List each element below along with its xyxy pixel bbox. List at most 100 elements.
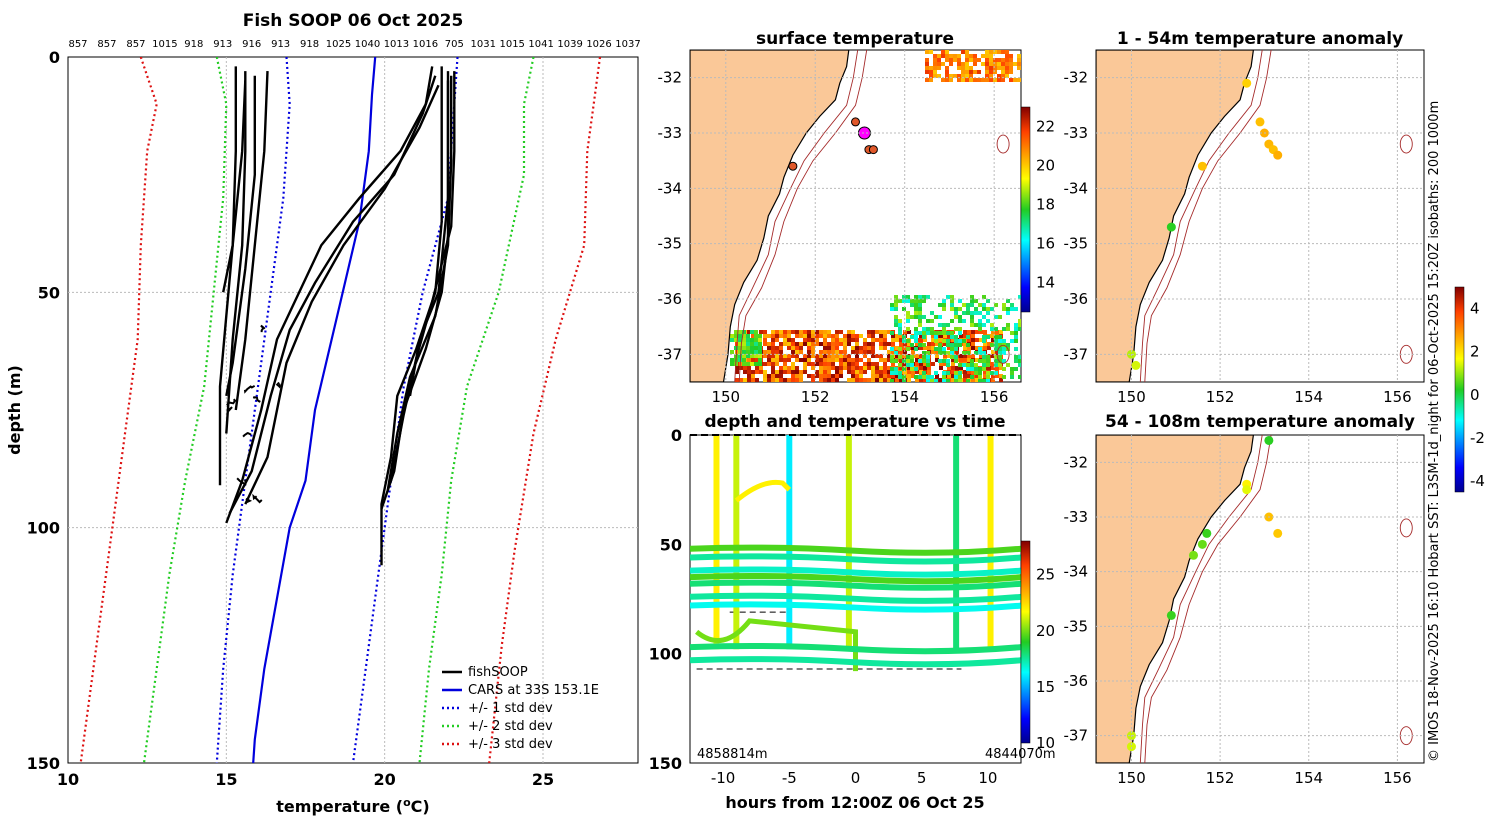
sst-cell <box>1001 74 1005 78</box>
sst-cell <box>763 362 767 366</box>
surface-land <box>690 50 850 382</box>
surface-isobath-200m <box>734 50 859 382</box>
sst-cell <box>931 334 935 338</box>
profile-xlabel: temperature (oC) <box>276 796 429 816</box>
sst-cell <box>946 343 950 347</box>
sst-cell <box>819 334 823 338</box>
sst-cell <box>990 343 994 347</box>
sst-cell <box>970 359 974 363</box>
sst-cell <box>799 358 803 362</box>
sst-cell <box>969 78 973 82</box>
sst-cell <box>987 366 991 370</box>
sst-cell <box>989 58 993 62</box>
sst-cell <box>823 342 827 346</box>
sst-cell <box>950 347 954 351</box>
sst-cell <box>1017 78 1021 82</box>
profile-xtick: 10 <box>57 770 79 789</box>
sst-cell <box>937 62 941 66</box>
map-ytick: -34 <box>1064 179 1089 197</box>
sst-cell <box>847 358 851 362</box>
sst-cell <box>823 330 827 334</box>
sst-cell <box>898 375 902 379</box>
depthtime-colorbar-tick: 25 <box>1036 566 1055 584</box>
sst-cell <box>975 338 979 342</box>
profile-fishsoop-line <box>244 84 440 505</box>
sst-cell <box>945 50 949 54</box>
sst-cell <box>973 78 977 82</box>
sst-cell <box>847 370 851 374</box>
sst-cell <box>934 339 938 343</box>
profile-top-label: 705 <box>445 39 464 50</box>
sst-cell <box>758 346 762 350</box>
sst-cell <box>902 359 906 363</box>
sst-cell <box>883 342 887 346</box>
sst-cell <box>918 311 922 315</box>
sst-cell <box>957 62 961 66</box>
anomaly-colorbar-ticks: -4 -2 0 2 4 <box>1470 300 1485 491</box>
sst-cell <box>783 354 787 358</box>
sst-cell <box>966 303 970 307</box>
sst-cell <box>945 78 949 82</box>
profile-ylabel: depth (m) <box>5 365 24 455</box>
sst-cell <box>851 338 855 342</box>
sst-cell <box>973 58 977 62</box>
surface-marker <box>788 161 798 171</box>
sst-cell <box>903 346 907 350</box>
sst-cell <box>946 295 950 299</box>
profile-top-label: 916 <box>242 39 261 50</box>
sst-cell <box>959 354 963 358</box>
sst-cell <box>843 366 847 370</box>
profile-fishsoop-line <box>228 75 437 515</box>
sst-cell <box>895 374 899 378</box>
sst-cell <box>906 359 910 363</box>
sst-cell <box>1014 359 1018 363</box>
sst-cell <box>935 354 939 358</box>
sst-cell <box>807 358 811 362</box>
sst-cell <box>949 78 953 82</box>
sst-cell <box>971 334 975 338</box>
sst-cell <box>934 315 938 319</box>
sst-cell <box>970 323 974 327</box>
depthtime-horizontal-track <box>690 592 1021 604</box>
sst-cell <box>851 346 855 350</box>
depthtime-ytick: 0 <box>671 426 682 445</box>
depthtime-colorbar <box>1020 540 1031 744</box>
anom-upper-isobath-200m <box>1139 50 1263 382</box>
sst-cell <box>957 54 961 58</box>
sst-cell <box>914 375 918 379</box>
sst-cell <box>929 78 933 82</box>
sst-cell <box>946 359 950 363</box>
map-ytick: -33 <box>1064 124 1089 142</box>
sst-cell <box>910 355 914 359</box>
sst-cell <box>982 323 986 327</box>
sst-cell <box>979 330 983 334</box>
profile-fishsoop-line <box>386 75 453 491</box>
sst-cell <box>931 338 935 342</box>
sst-cell <box>902 339 906 343</box>
sst-cell <box>994 339 998 343</box>
sst-cell <box>863 362 867 366</box>
sst-cell <box>947 354 951 358</box>
sst-cell <box>906 299 910 303</box>
sst-cell <box>942 323 946 327</box>
sst-cell <box>742 342 746 346</box>
sst-cell <box>775 374 779 378</box>
sst-cell <box>969 70 973 74</box>
anomaly-point <box>1273 528 1283 538</box>
sst-cell <box>747 370 751 374</box>
sst-cell <box>990 327 994 331</box>
sst-cell <box>949 74 953 78</box>
sst-cell <box>922 295 926 299</box>
sst-cell <box>981 54 985 58</box>
sst-cell <box>783 338 787 342</box>
sst-cell <box>859 334 863 338</box>
sst-cell <box>783 366 787 370</box>
sst-cell <box>771 354 775 358</box>
sst-cell <box>855 350 859 354</box>
sst-cell <box>910 367 914 371</box>
profile-top-label: 857 <box>68 39 87 50</box>
sst-cell <box>750 330 754 334</box>
depthtime-xtick: 5 <box>917 769 927 787</box>
sst-cell <box>942 371 946 375</box>
map-ytick: -37 <box>658 345 683 363</box>
